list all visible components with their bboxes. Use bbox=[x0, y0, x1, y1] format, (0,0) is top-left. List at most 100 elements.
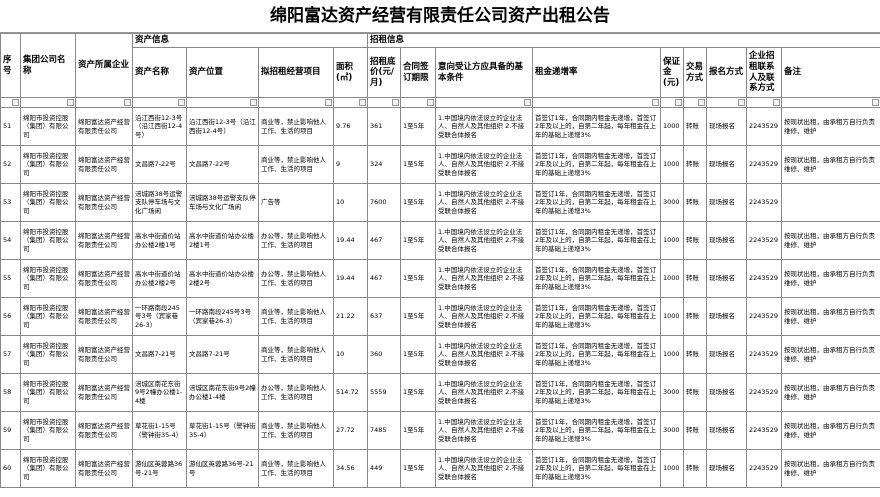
cell: 2243529 bbox=[746, 221, 783, 260]
filter-button bbox=[12, 99, 19, 106]
filter-cell bbox=[332, 97, 369, 108]
cell: 2243529 bbox=[746, 411, 783, 450]
cell: 1000 bbox=[660, 449, 685, 488]
cell: 高水中街道价站办公楼2楼1号 bbox=[132, 221, 187, 260]
cell: 1.中国境内依法设立的企业法人、自然人及其他组织 2.不接受联合体报名 bbox=[435, 145, 534, 184]
cell: 1000 bbox=[660, 221, 685, 260]
cell: 绵阳市投资控股（集团）有限公司 bbox=[20, 259, 76, 298]
cell: 现场报名 bbox=[706, 411, 748, 450]
cell: 涪城区南花东街9号2幢办公楼1-4楼 bbox=[132, 373, 187, 412]
cell: 绵阳富达资产经营有限责任公司 bbox=[75, 221, 133, 260]
cell: 1000 bbox=[660, 335, 685, 374]
cell: 文昌路7-21号 bbox=[132, 335, 187, 374]
cell: 1000 bbox=[660, 297, 685, 336]
cell: 现场报名 bbox=[706, 221, 748, 260]
filter-cell bbox=[75, 97, 133, 108]
cell: 9 bbox=[332, 145, 369, 184]
cell: 转账 bbox=[683, 411, 708, 450]
cell: 转账 bbox=[683, 259, 708, 298]
cell: 首签订1年，合同期内租金无递增，首签订2年及以上的，自第二年起，每年租金在上年的… bbox=[532, 335, 662, 374]
cell: 按现状出租，由承租方自行负责维修、维护 bbox=[781, 449, 880, 488]
cell: 1至5年 bbox=[400, 449, 437, 488]
filter-cell bbox=[186, 97, 259, 108]
cell: 按现状出租，由承租方自行负责维修、维护 bbox=[781, 107, 880, 146]
cell: 按现状出租，由承租方自行负责维修、维护 bbox=[781, 221, 880, 260]
cell: 首签订1年，合同期内租金无递增，首签订2年及以上的，自第二年起，每年租金在上年的… bbox=[532, 221, 662, 260]
cell: 首签订1年，合同期内租金无递增，首签订2年及以上的，自第二年起，每年租金在上年的… bbox=[532, 373, 662, 412]
cell: 绵阳市投资控股（集团）有限公司 bbox=[20, 297, 76, 336]
cell: 涪城路38号运警支队停车场与文化广场闲 bbox=[186, 183, 259, 222]
cell: 1至5年 bbox=[400, 145, 437, 184]
cell: 1至5年 bbox=[400, 183, 437, 222]
cell: 现场报名 bbox=[706, 145, 748, 184]
cell: 57 bbox=[0, 335, 21, 374]
column-header: 备注 bbox=[781, 47, 880, 98]
cell: 9.76 bbox=[332, 107, 369, 146]
filter-cell bbox=[746, 97, 783, 108]
cell: 绵阳富达资产经营有限责任公司 bbox=[75, 373, 133, 412]
data-row: 54 绵阳市投资控股（集团）有限公司 绵阳富达资产经营有限责任公司 高水中街道价站办公… bbox=[0, 221, 880, 260]
data-row: 57 绵阳市投资控股（集团）有限公司 绵阳富达资产经营有限责任公司 文昌路7-21号文… bbox=[0, 335, 880, 374]
filter-cell bbox=[706, 97, 748, 108]
cell: 2243529 bbox=[746, 107, 783, 146]
cell: 2243529 bbox=[746, 259, 783, 298]
filter-cell bbox=[400, 97, 437, 108]
cell: 商业等，禁止影响他人工作、生活的项目 bbox=[258, 297, 334, 336]
cell: 1至5年 bbox=[400, 297, 437, 336]
data-row: 60 绵阳市投资控股（集团）有限公司 绵阳富达资产经营有限责任公司 游仙区英蓉路36号… bbox=[0, 449, 880, 488]
filter-button bbox=[698, 99, 706, 106]
cell: 首签订1年，合同期内租金无递增，首签订2年及以上的，自第二年起，每年租金在上年的… bbox=[532, 183, 662, 222]
cell: 10 bbox=[332, 335, 369, 374]
cell: 按现状出租，由承租方自行负责维修、维护 bbox=[781, 297, 880, 336]
cell: 467 bbox=[367, 221, 402, 260]
cell: 商业等，禁止影响他人工作、生活的项目 bbox=[258, 145, 334, 184]
filter-button bbox=[872, 99, 880, 106]
column-header: 保证金(元) bbox=[660, 47, 685, 98]
filter-cell bbox=[367, 97, 402, 108]
cell: 1至5年 bbox=[400, 259, 437, 298]
filter-button bbox=[178, 99, 185, 106]
header-row: 资产名称 资产位置 拟招租经营项目 面积(㎡) 招租底价(元/月) 合同签订期限 意向受让方… bbox=[1, 47, 880, 98]
data-row: 56 绵阳市投资控股（集团）有限公司 绵阳富达资产经营有限责任公司 一环路南段245号… bbox=[0, 297, 880, 336]
filter-cell bbox=[683, 97, 708, 108]
data-row: 58 绵阳市投资控股（集团）有限公司 绵阳富达资产经营有限责任公司 涪城区南花东街9号… bbox=[0, 373, 880, 412]
cell: 10 bbox=[332, 183, 369, 222]
cell: 涪城区南花东街9号2幢办公楼1-4楼 bbox=[186, 373, 259, 412]
filter-cell bbox=[660, 97, 685, 108]
cell: 现场报名 bbox=[706, 373, 748, 412]
cell: 现场报名 bbox=[706, 183, 748, 222]
cell: 按现状出租，由承租方自行负责维修、维护 bbox=[781, 411, 880, 450]
cell bbox=[781, 183, 880, 222]
filter-cell bbox=[132, 97, 187, 108]
cell: 21.22 bbox=[332, 297, 369, 336]
cell: 现场报名 bbox=[706, 335, 748, 374]
column-header: 拟招租经营项目 bbox=[258, 47, 334, 98]
cell: 高水中街道价站办公楼2楼2号 bbox=[132, 259, 187, 298]
cell: 52 bbox=[0, 145, 21, 184]
filter-button bbox=[392, 99, 400, 106]
cell: 绵阳富达资产经营有限责任公司 bbox=[75, 145, 133, 184]
cell: 514.72 bbox=[332, 373, 369, 412]
cell: 现场报名 bbox=[706, 297, 748, 336]
cell: 绵阳富达资产经营有限责任公司 bbox=[75, 259, 133, 298]
data-row: 59 绵阳市投资控股（集团）有限公司 绵阳富达资产经营有限责任公司 草花街1-15号（… bbox=[0, 411, 880, 450]
cell: 首签订1年，合同期内租金无递增，首签订2年及以上的，自第二年起，每年租金在上年的… bbox=[532, 259, 662, 298]
column-header: 序号 bbox=[0, 33, 21, 98]
filter-button bbox=[359, 99, 367, 106]
cell: 58 bbox=[0, 373, 21, 412]
cell: 34.56 bbox=[332, 449, 369, 488]
filter-cell bbox=[435, 97, 534, 108]
cell: 绵阳市投资控股（集团）有限公司 bbox=[20, 107, 76, 146]
cell: 商业等，禁止影响他人工作、生活的项目 bbox=[258, 449, 334, 488]
cell: 涪城路38号运警支队停车场与文化广场闲 bbox=[132, 183, 187, 222]
filter-row bbox=[0, 97, 880, 108]
cell: 按现状出租，由承租方自行负责维修、维护 bbox=[781, 373, 880, 412]
cell: 51 bbox=[0, 107, 21, 146]
data-row: 52 绵阳市投资控股（集团）有限公司 绵阳富达资产经营有限责任公司 文昌路7-22号文… bbox=[0, 145, 880, 184]
cell: 2243529 bbox=[746, 145, 783, 184]
cell: 草花街1-15号（警钟街35-4） bbox=[132, 411, 187, 450]
cell: 绵阳市投资控股（集团）有限公司 bbox=[20, 183, 76, 222]
cell: 1.中国境内依法设立的企业法人、自然人及其他组织 2.不接受联合体报名 bbox=[435, 411, 534, 450]
cell: 361 bbox=[367, 107, 402, 146]
cell: 27.72 bbox=[332, 411, 369, 450]
